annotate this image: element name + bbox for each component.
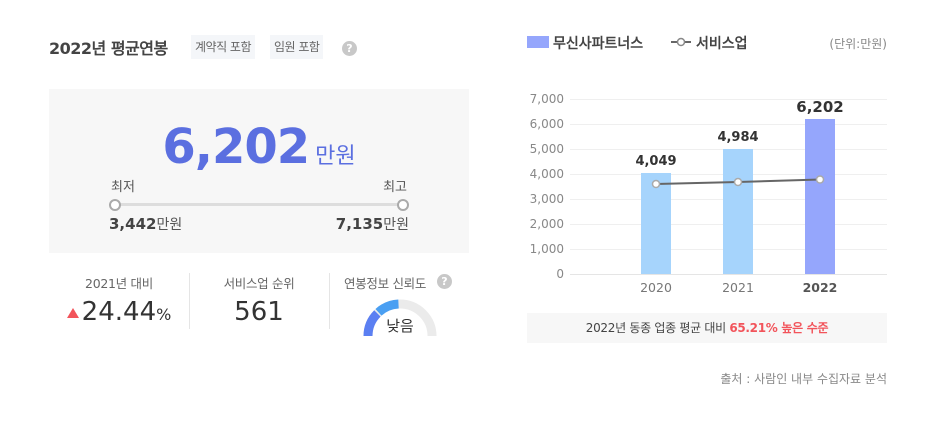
yoy-label: 2021년 대비 [85,276,153,291]
legend-company: 무신사파트너스 [553,36,644,52]
average-salary-value: 6,202 [162,119,310,175]
stat-divider [189,273,190,329]
stat-divider [329,273,330,329]
up-arrow-icon [66,307,79,318]
source-note: 출처 : 사람인 내부 수집자료 분석 [720,372,887,386]
bar-value-2020: 4,049 [635,154,677,169]
reliability-value: 낮음 [386,317,414,335]
max-handle [397,199,409,211]
gridline [570,124,887,125]
industry-line [651,175,825,189]
legend-bar-swatch [527,36,549,48]
yoy-value: 24.44% [49,297,189,327]
legend-line-icon [671,37,691,47]
bar-2021 [723,149,753,274]
rank-label: 서비스업 순위 [223,276,295,291]
legend-industry: 서비스업 [696,36,748,52]
salary-range-track [115,203,403,206]
bar-2022 [805,119,835,274]
help-icon[interactable]: ? [437,274,452,289]
x-label-2021: 2021 [722,280,754,295]
x-label-2020: 2020 [640,280,672,295]
rank-value: 561 [234,297,284,327]
average-salary: 6,202 만원 [49,119,469,175]
bar-2020 [641,173,671,274]
min-value: 3,442만원 [109,215,183,233]
average-salary-unit: 만원 [315,144,356,169]
bar-value-2022: 6,202 [796,98,844,116]
comparison-highlight: 65.21% 높은 수준 [729,321,829,335]
unit-label: (단위:만원) [829,37,887,51]
min-handle [109,199,121,211]
salary-summary-box: 6,202 만원 최저 최고 3,442만원 7,135만원 [49,89,469,253]
reliability-label: 연봉정보 신뢰도 [344,276,427,291]
reliability-gauge [363,299,437,336]
help-icon[interactable]: ? [342,41,357,56]
tag-contract-included: 계약직 포함 [191,35,256,59]
x-label-2022: 2022 [802,280,838,295]
gridline [570,99,887,100]
max-value: 7,135만원 [335,215,409,233]
bar-value-2021: 4,984 [717,130,759,145]
page-title: 2022년 평균연봉 [49,39,168,58]
tag-executive-included: 임원 포함 [270,35,324,59]
min-label: 최저 [111,180,135,195]
industry-comparison: 2022년 동종 업종 평균 대비 65.21% 높은 수준 [527,313,887,343]
y-axis: 7,000 6,000 5,000 4,000 3,000 2,000 1,00… [529,92,564,281]
x-axis-line [570,274,887,275]
max-label: 최고 [383,180,407,195]
